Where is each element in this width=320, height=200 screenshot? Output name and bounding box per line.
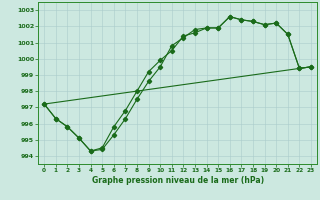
X-axis label: Graphe pression niveau de la mer (hPa): Graphe pression niveau de la mer (hPa) bbox=[92, 176, 264, 185]
